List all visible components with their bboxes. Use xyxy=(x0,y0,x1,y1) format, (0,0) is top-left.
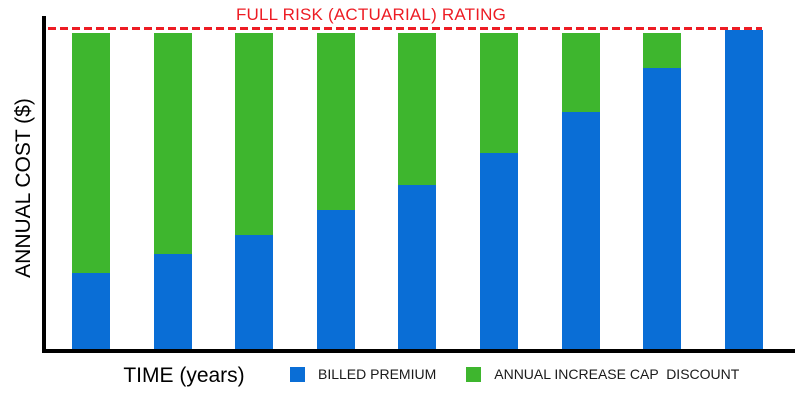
x-axis-line xyxy=(42,349,795,353)
billed-premium-segment xyxy=(154,254,192,349)
x-axis-label: TIME (years) xyxy=(123,364,245,387)
billed-premium-segment xyxy=(725,30,763,349)
discount-segment xyxy=(562,33,600,112)
bar-year-1 xyxy=(72,33,110,349)
discount-segment xyxy=(480,33,518,154)
billed-premium-segment xyxy=(235,235,273,349)
legend-swatch-discount xyxy=(466,366,482,382)
legend: BILLED PREMIUM ANNUAL INCREASE CAP DISCO… xyxy=(290,366,739,382)
chart-title: FULL RISK (ACTUARIAL) RATING xyxy=(235,5,507,24)
legend-label-discount: ANNUAL INCREASE CAP DISCOUNT xyxy=(494,366,740,382)
billed-premium-segment xyxy=(562,112,600,349)
discount-segment xyxy=(317,33,355,210)
bar-year-9 xyxy=(725,30,763,349)
discount-segment xyxy=(72,33,110,274)
discount-segment xyxy=(235,33,273,236)
billed-premium-segment xyxy=(480,153,518,349)
bar-year-4 xyxy=(317,33,355,349)
bar-year-5 xyxy=(398,33,436,349)
full-risk-reference-line xyxy=(48,27,762,30)
billed-premium-segment xyxy=(643,67,681,349)
y-axis-line xyxy=(42,16,46,353)
billed-premium-segment xyxy=(317,209,355,349)
legend-label-billed-premium: BILLED PREMIUM xyxy=(318,366,437,382)
bar-year-2 xyxy=(154,33,192,349)
bar-year-6 xyxy=(480,33,518,349)
y-axis-label: ANNUAL COST ($) xyxy=(12,98,35,278)
legend-swatch-billed-premium xyxy=(290,366,305,382)
bar-year-3 xyxy=(235,33,273,349)
discount-segment xyxy=(154,33,192,255)
bar-year-8 xyxy=(643,33,681,349)
discount-segment xyxy=(643,33,681,68)
discount-segment xyxy=(398,33,436,185)
billed-premium-segment xyxy=(72,273,110,349)
bar-year-7 xyxy=(562,33,600,349)
billed-premium-segment xyxy=(398,184,436,349)
